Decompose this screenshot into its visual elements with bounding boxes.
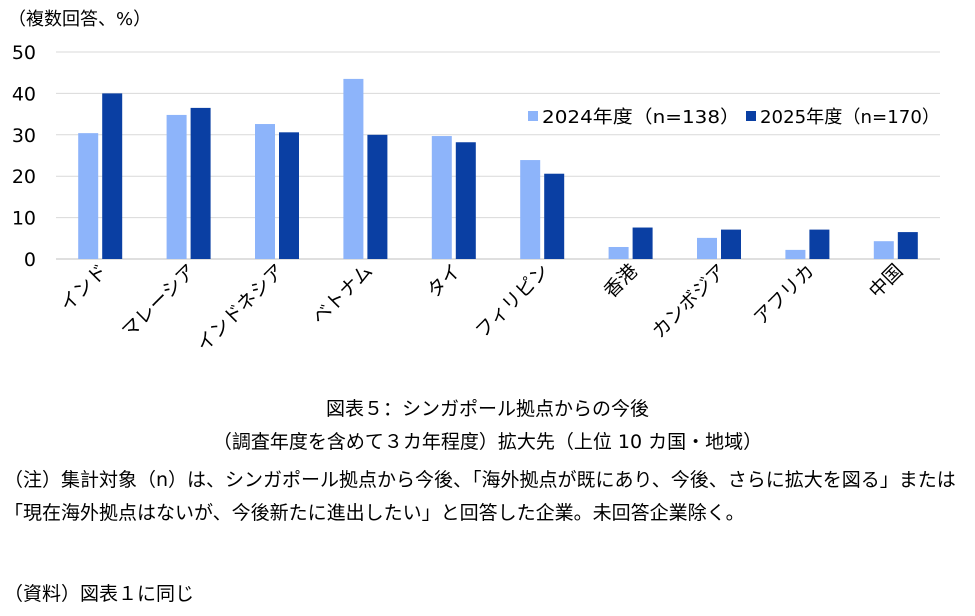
bar-2024-8 bbox=[785, 249, 806, 259]
bar-2024-3 bbox=[343, 78, 364, 259]
x-tick-label: 香港 bbox=[600, 260, 642, 302]
bar-2025-5 bbox=[544, 173, 565, 259]
y-tick-label: 0 bbox=[24, 249, 36, 271]
x-tick-label: 中国 bbox=[865, 260, 907, 302]
bar-2025-2 bbox=[279, 132, 299, 259]
figure-caption-title: 図表５：シンガポール拠点からの今後 bbox=[325, 398, 649, 420]
bar-2024-7 bbox=[697, 237, 717, 259]
bar-2024-1 bbox=[166, 114, 187, 259]
unit-label: （複数回答、%） bbox=[8, 9, 151, 30]
bar-2024-5 bbox=[520, 160, 541, 259]
legend-swatch-2024 bbox=[528, 111, 538, 121]
bar-2024-6 bbox=[608, 246, 629, 259]
x-tick-label: マレーシア bbox=[118, 260, 200, 342]
bar-2025-8 bbox=[809, 229, 830, 259]
bar-2025-3 bbox=[367, 134, 388, 259]
bars bbox=[78, 78, 918, 260]
x-tick-label: ベトナム bbox=[308, 260, 377, 329]
bar-2025-7 bbox=[721, 229, 741, 259]
y-tick-label: 50 bbox=[12, 42, 36, 64]
x-tick-label: カンボジア bbox=[648, 260, 731, 343]
x-tick-label: フィリピン bbox=[471, 260, 553, 342]
bar-2025-0 bbox=[102, 93, 123, 260]
x-tick-label: アフリカ bbox=[750, 260, 819, 329]
figure-source: （資料）図表１に同じ bbox=[4, 583, 195, 605]
gridlines bbox=[56, 51, 940, 260]
bar-2024-0 bbox=[78, 133, 99, 259]
y-axis-ticks: 0 10 20 30 40 50 bbox=[12, 42, 36, 271]
y-tick-label: 10 bbox=[12, 208, 36, 230]
bar-2024-2 bbox=[255, 124, 275, 259]
figure-caption-subtitle: （調査年度を含めて３カ年程度）拡大先（上位 10 カ国・地域） bbox=[212, 431, 763, 453]
legend-swatch-2025 bbox=[746, 111, 756, 121]
x-tick-label: インド bbox=[56, 260, 112, 316]
y-tick-label: 20 bbox=[12, 166, 36, 188]
x-tick-label: タイ bbox=[423, 260, 465, 302]
bar-2025-1 bbox=[190, 107, 211, 259]
legend-label-2025: 2025年度（n=170） bbox=[760, 107, 940, 128]
bar-2025-6 bbox=[632, 227, 653, 259]
bar-2025-4 bbox=[455, 142, 476, 259]
bar-2025-9 bbox=[897, 232, 918, 259]
bar-2024-4 bbox=[431, 136, 452, 259]
y-tick-label: 30 bbox=[12, 125, 36, 147]
y-tick-label: 40 bbox=[12, 83, 36, 105]
bar-2024-9 bbox=[873, 241, 894, 259]
x-tick-label: インドネシア bbox=[192, 260, 288, 356]
legend: 2024年度（n=138） 2025年度（n=170） bbox=[528, 107, 940, 128]
figure-note: （注）集計対象（n）は、シンガポール拠点から今後、「海外拠点が既にあり、今後、さ… bbox=[4, 469, 956, 524]
legend-label-2024: 2024年度（n=138） bbox=[542, 107, 740, 128]
